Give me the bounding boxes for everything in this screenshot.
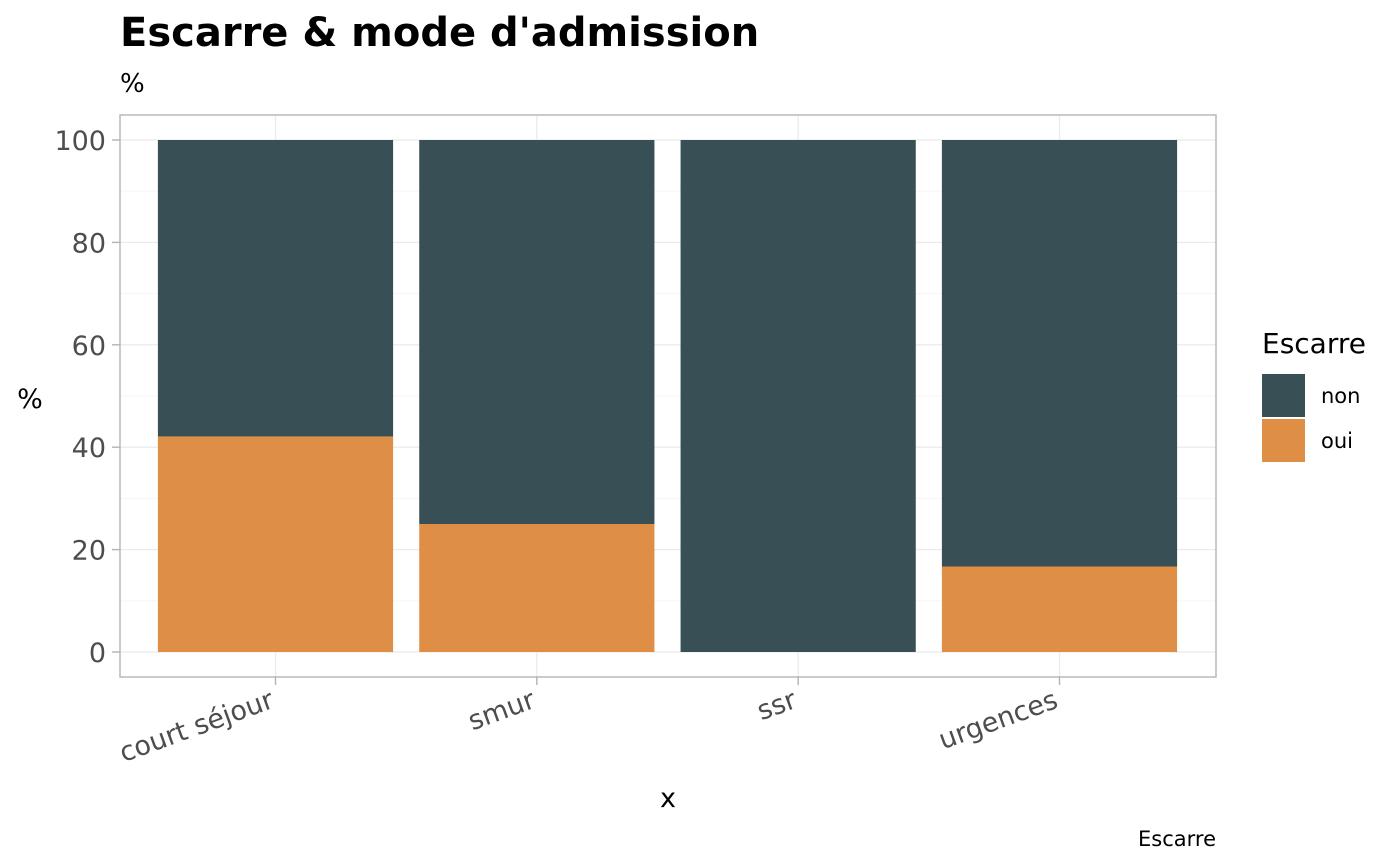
x-tick-label: court séjour — [115, 684, 278, 769]
chart-title: Escarre & mode d'admission — [120, 10, 759, 56]
x-tick-label: smur — [464, 684, 540, 737]
x-tick-label: ssr — [753, 684, 801, 727]
panel-border — [119, 114, 1217, 678]
bar-segment-non — [941, 140, 1178, 567]
legend: Escarre non oui — [1262, 327, 1366, 462]
y-axis: 0 20 40 60 80 100 — [54, 126, 120, 669]
y-tick-label: 60 — [72, 331, 106, 362]
y-tick-label: 80 — [72, 228, 106, 259]
x-axis: court séjour smur ssr urgences — [115, 677, 1062, 769]
bar-segment-non — [680, 140, 916, 652]
bar-segment-oui — [941, 566, 1178, 652]
y-tick-label: 20 — [72, 536, 106, 567]
y-tick-label: 100 — [54, 126, 106, 157]
bar-segment-oui — [157, 436, 394, 652]
bar-segment-oui — [419, 524, 655, 652]
chart-subtitle: % — [120, 69, 145, 99]
bar-segment-non — [419, 140, 655, 524]
y-axis-title: % — [17, 384, 43, 415]
x-tick-label: urgences — [935, 684, 1062, 756]
legend-label: oui — [1321, 429, 1353, 453]
legend-label: non — [1321, 384, 1360, 408]
legend-title: Escarre — [1262, 327, 1366, 360]
x-axis-title: x — [660, 783, 676, 814]
y-tick-label: 0 — [89, 638, 106, 669]
y-tick-label: 40 — [72, 433, 106, 464]
legend-key-non — [1262, 374, 1305, 417]
legend-key-oui — [1262, 419, 1305, 462]
chart-caption: Escarre — [1138, 827, 1216, 851]
bar-segment-non — [157, 140, 394, 437]
bars — [157, 140, 1178, 652]
